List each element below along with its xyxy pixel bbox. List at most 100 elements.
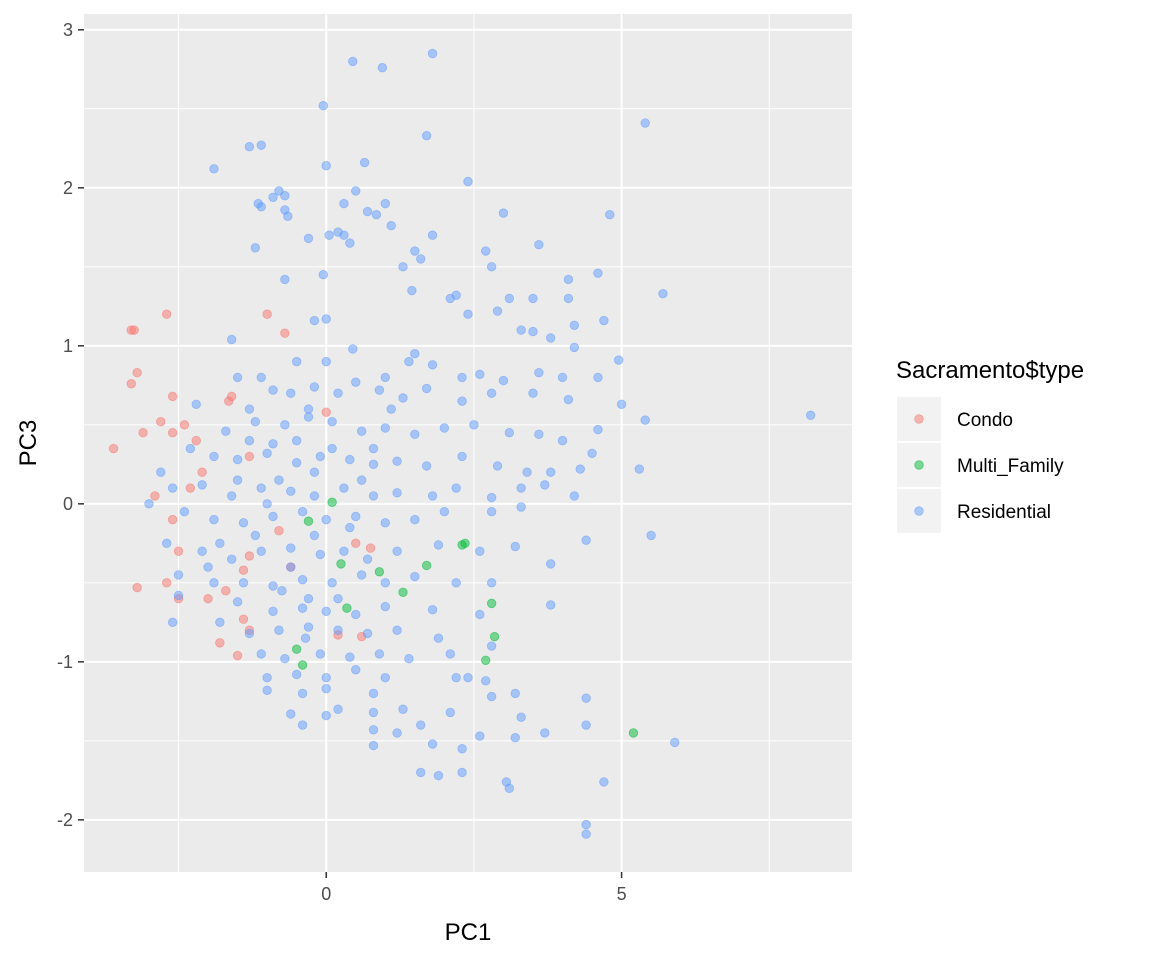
data-point-residential: [309, 382, 320, 392]
data-point-residential: [327, 443, 337, 454]
data-point-residential: [280, 420, 290, 430]
data-point-residential: [333, 704, 343, 714]
data-point-residential: [433, 770, 444, 781]
data-point-residential: [410, 349, 420, 359]
data-point-residential: [250, 416, 261, 427]
data-point-residential: [445, 707, 455, 718]
data-point-residential: [232, 475, 243, 485]
data-point-residential: [232, 372, 243, 383]
data-point-residential: [640, 415, 650, 425]
data-point-residential: [268, 581, 278, 591]
data-point-residential: [486, 578, 497, 588]
data-point-residential: [351, 511, 361, 522]
data-point-multi-family: [486, 598, 497, 609]
data-point-residential: [232, 454, 243, 465]
data-point-residential: [457, 767, 467, 778]
data-point-residential: [209, 578, 219, 588]
data-point-residential: [481, 676, 491, 686]
data-point-residential: [463, 309, 473, 319]
data-point-residential: [534, 239, 544, 250]
data-point-residential: [534, 429, 544, 440]
data-point-condo: [244, 451, 255, 462]
data-point-residential: [380, 198, 390, 209]
data-point-residential: [262, 499, 272, 509]
data-point-condo: [156, 416, 166, 427]
data-point-residential: [658, 288, 668, 299]
data-point-residential: [268, 385, 278, 395]
data-point-residential: [546, 333, 556, 343]
data-point-residential: [286, 543, 296, 553]
data-point-residential: [404, 356, 414, 367]
data-point-residential: [238, 578, 249, 588]
data-point-residential: [221, 426, 231, 436]
data-point-residential: [407, 285, 417, 296]
y-tick-label: 3: [63, 20, 73, 40]
data-point-residential: [380, 578, 390, 588]
legend-swatch-condo: [914, 414, 924, 424]
data-point-residential: [569, 491, 580, 501]
data-point-condo: [244, 551, 255, 561]
data-point-residential: [581, 829, 591, 839]
data-point-residential: [392, 625, 402, 635]
data-point-condo: [167, 428, 178, 438]
data-point-multi-family: [291, 644, 302, 654]
data-point-residential: [351, 186, 361, 196]
data-point-residential: [262, 685, 272, 695]
data-point-residential: [439, 423, 450, 433]
data-point-residential: [557, 372, 568, 383]
data-point-residential: [805, 410, 816, 421]
data-point-residential: [359, 157, 370, 168]
data-point-residential: [351, 377, 361, 387]
data-point-residential: [380, 601, 390, 612]
data-point-residential: [327, 416, 337, 427]
data-point-residential: [185, 443, 196, 454]
data-point-residential: [345, 454, 355, 465]
data-point-residential: [421, 130, 432, 141]
data-point-condo: [221, 586, 231, 596]
data-point-residential: [309, 467, 320, 477]
legend-title: Sacramento$type: [896, 357, 1084, 384]
data-point-multi-family: [327, 497, 337, 507]
data-point-residential: [144, 499, 154, 509]
x-axis-title: PC1: [445, 919, 492, 946]
data-point-residential: [398, 262, 408, 272]
data-point-condo: [108, 443, 119, 454]
data-point-residential: [371, 209, 382, 220]
data-point-residential: [173, 570, 184, 580]
data-point-residential: [262, 448, 272, 458]
data-point-residential: [486, 388, 497, 398]
data-point-residential: [374, 649, 385, 659]
data-point-residential: [162, 538, 172, 549]
data-point-condo: [365, 543, 376, 553]
data-point-residential: [280, 653, 290, 664]
data-point-condo: [262, 309, 272, 319]
data-point-residential: [427, 230, 438, 240]
data-point-residential: [321, 684, 331, 694]
data-point-residential: [451, 483, 461, 493]
data-point-residential: [640, 118, 650, 128]
legend-swatch-multi-family: [914, 460, 924, 470]
data-point-residential: [516, 502, 526, 512]
data-point-residential: [173, 590, 184, 601]
legend-label-residential: Residential: [957, 502, 1051, 523]
data-point-residential: [398, 393, 408, 403]
data-point-condo: [126, 379, 136, 389]
data-point-residential: [280, 191, 290, 201]
data-point-residential: [356, 475, 367, 485]
data-point-residential: [291, 458, 302, 468]
data-point-residential: [563, 293, 574, 304]
data-point-residential: [238, 518, 249, 528]
data-point-residential: [475, 731, 485, 741]
data-point-condo: [203, 593, 213, 604]
data-point-residential: [156, 467, 166, 477]
data-point-residential: [256, 649, 266, 659]
data-point-residential: [569, 320, 580, 330]
data-point-condo: [162, 578, 172, 588]
data-point-residential: [528, 293, 538, 304]
data-point-residential: [327, 578, 337, 588]
data-point-residential: [318, 100, 328, 111]
data-point-residential: [303, 404, 314, 414]
legend: Sacramento$type Condo Multi_Family Residen…: [896, 357, 1084, 533]
data-point-residential: [256, 202, 266, 212]
data-point-residential: [368, 491, 379, 501]
